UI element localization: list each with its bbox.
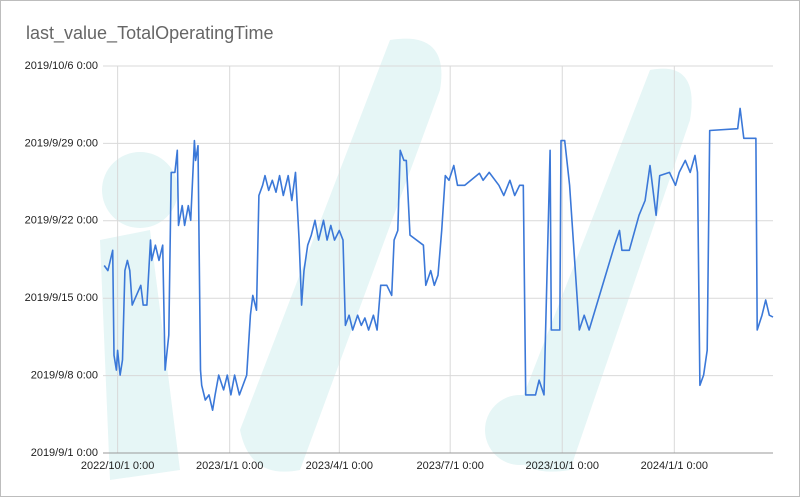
y-tick-label: 2019/10/6 0:00 — [25, 60, 98, 72]
x-tick-label: 2023/7/1 0:00 — [417, 460, 484, 472]
x-tick-label: 2024/1/1 0:00 — [641, 460, 708, 472]
y-tick-label: 2019/9/29 0:00 — [25, 137, 98, 149]
y-tick-label: 2019/9/1 0:00 — [31, 447, 98, 459]
x-tick-label: 2023/4/1 0:00 — [306, 460, 373, 472]
chart-title: last_value_TotalOperatingTime — [26, 23, 273, 44]
y-tick-label: 2019/9/22 0:00 — [25, 215, 98, 227]
watermark — [100, 38, 692, 480]
x-tick-label: 2023/1/1 0:00 — [196, 460, 263, 472]
line-series — [103, 107, 774, 411]
y-tick-label: 2019/9/8 0:00 — [31, 370, 98, 382]
y-tick-label: 2019/9/15 0:00 — [25, 292, 98, 304]
x-tick-label: 2022/10/1 0:00 — [81, 460, 154, 472]
x-tick-label: 2023/10/1 0:00 — [526, 460, 599, 472]
